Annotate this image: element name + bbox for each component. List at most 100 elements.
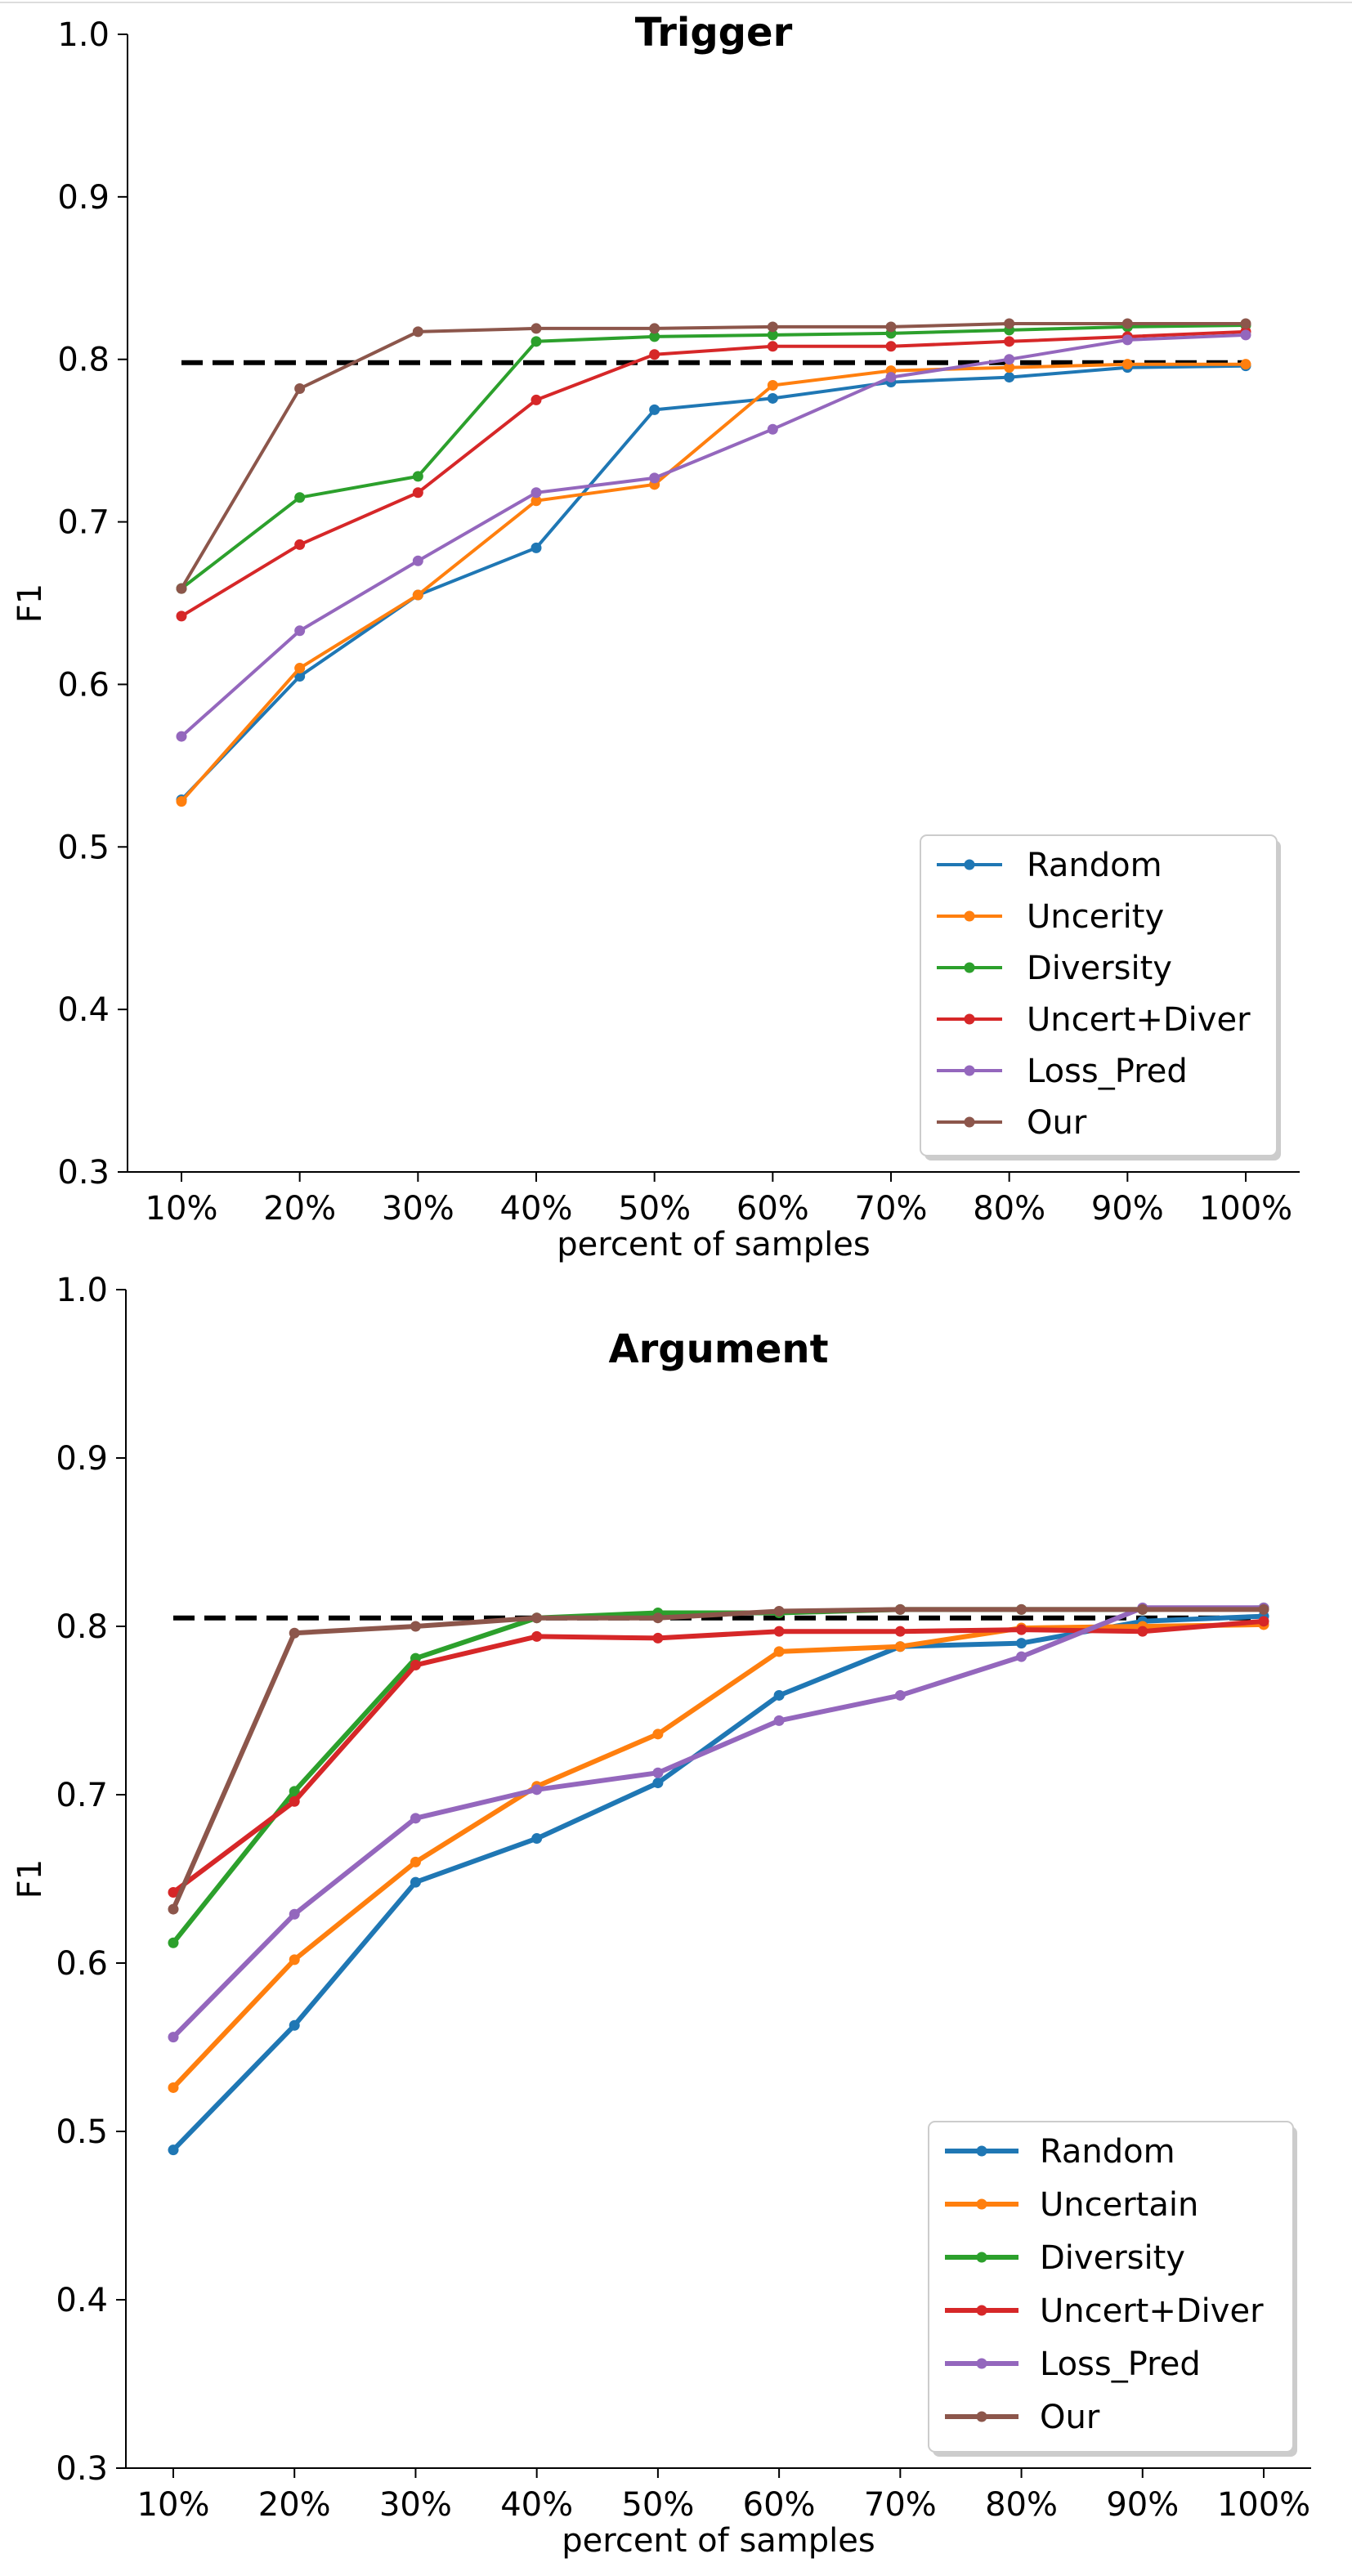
chart0-point-loss-pred <box>767 423 778 435</box>
chart0-point-uncert-diver <box>885 341 897 352</box>
chart1-point-our <box>894 1603 906 1615</box>
chart0-y-tick-label: 1.0 <box>57 16 110 54</box>
chart0-legend-marker-uncerity <box>964 910 975 922</box>
chart1-x-tick-label: 100% <box>1217 2486 1310 2524</box>
chart0-series-line-uncert-diver <box>180 329 1247 618</box>
chart1-point-loss-pred <box>289 1908 300 1920</box>
chart0-series-line-loss-pred <box>180 333 1247 739</box>
chart0-x-tick-label: 10% <box>145 1190 218 1228</box>
chart0-legend-label-uncerity: Uncerity <box>1027 898 1164 936</box>
chart0-point-uncerity <box>767 380 778 391</box>
chart1-point-our <box>773 1605 785 1617</box>
chart0-point-our <box>1240 318 1251 329</box>
chart0-point-loss-pred <box>531 487 542 499</box>
chart0-point-loss-pred <box>649 472 660 484</box>
chart0-series-uncerity <box>176 359 1251 807</box>
chart1-point-uncert-diver <box>1137 1626 1148 1637</box>
chart1-legend-marker-random <box>976 2145 987 2157</box>
chart1-point-loss-pred <box>773 1715 785 1726</box>
chart1-y-tick-label: 1.0 <box>56 1272 108 1309</box>
chart0-point-our <box>412 326 423 338</box>
chart1-point-our <box>289 1627 300 1639</box>
chart1-point-loss-pred <box>652 1767 664 1778</box>
chart0-point-our <box>649 323 660 334</box>
chart1-series-line-diversity <box>171 1605 1266 1946</box>
chart0-legend-marker-random <box>964 859 975 870</box>
chart0-point-uncerity <box>1240 359 1251 370</box>
chart1-series-line-our <box>171 1607 1266 1912</box>
chart0-x-tick-label: 100% <box>1199 1190 1292 1228</box>
chart1-series-uncertain <box>168 1619 1269 2093</box>
chart1-point-random <box>531 1833 543 1845</box>
chart1-point-our <box>410 1621 421 1632</box>
chart1-legend-label-loss-pred: Loss_Pred <box>1040 2346 1201 2383</box>
chart1-point-our <box>1258 1603 1269 1615</box>
chart0-point-uncerity <box>412 589 423 601</box>
chart0-point-diversity <box>294 492 306 503</box>
chart1-legend-box <box>928 2121 1294 2453</box>
chart0-series-line-random <box>180 364 1247 802</box>
chart1-legend-marker-diversity <box>976 2252 987 2263</box>
trigger-chart: 0.3 0.4 0.5 0.6 0.7 0.8 0.9 1.0 10% 20% 30% 40% 50% 6… <box>11 10 1300 1263</box>
chart1-x-tick-label: 80% <box>985 2486 1058 2524</box>
chart1-y-tick-label: 0.3 <box>56 2450 108 2488</box>
chart0-series-line-diversity <box>180 324 1247 591</box>
chart1-point-uncert-diver <box>773 1626 785 1637</box>
chart1-legend-marker-uncert-diver <box>976 2305 987 2316</box>
chart1-legend-label-diversity: Diversity <box>1040 2239 1185 2277</box>
chart0-legend-marker-our <box>964 1116 975 1128</box>
chart0-x-tick-label: 70% <box>855 1190 928 1228</box>
chart0-x-tick-label: 50% <box>618 1190 691 1228</box>
chart0-x-axis-label: percent of samples <box>557 1226 870 1263</box>
chart0-series-line-our <box>180 322 1247 591</box>
chart0-point-our <box>1004 318 1015 329</box>
chart1-point-uncert-diver <box>652 1632 664 1644</box>
chart0-point-random <box>531 542 542 553</box>
chart1-series-line-loss-pred <box>171 1605 1266 2040</box>
chart1-x-tick-label: 10% <box>137 2486 210 2524</box>
chart0-point-uncerity <box>294 663 306 674</box>
chart1-y-tick-label: 0.7 <box>56 1777 108 1814</box>
chart0-y-tick-label: 0.4 <box>57 991 110 1029</box>
chart0-point-diversity <box>412 471 423 482</box>
chart0-point-uncerity <box>531 495 542 507</box>
chart0-legend-label-loss-pred: Loss_Pred <box>1027 1053 1188 1090</box>
chart0-point-our <box>294 383 306 395</box>
chart0-legend-box <box>920 834 1278 1156</box>
chart0-point-loss-pred <box>1240 329 1251 341</box>
chart0-point-diversity <box>767 329 778 341</box>
chart0-point-random <box>767 392 778 404</box>
chart0-point-loss-pred <box>176 731 187 742</box>
chart0-point-diversity <box>649 331 660 342</box>
chart0-y-axis-label: F1 <box>11 584 49 623</box>
chart0-x-tick-label: 60% <box>736 1190 809 1228</box>
chart1-x-tick-label: 40% <box>500 2486 573 2524</box>
chart0-point-random <box>649 404 660 415</box>
chart0-point-our <box>1121 318 1133 329</box>
chart1-point-random <box>773 1689 785 1701</box>
chart0-x-tick-label: 90% <box>1091 1190 1164 1228</box>
chart0-point-our <box>176 583 187 594</box>
chart1-legend-marker-loss-pred <box>976 2358 987 2369</box>
chart0-point-our <box>531 323 542 334</box>
chart1-series-uncert-diver <box>168 1616 1269 1898</box>
chart0-series-uncert-diver <box>176 326 1251 622</box>
chart1-series-our <box>168 1603 1269 1915</box>
chart1-x-tick-label: 50% <box>621 2486 694 2524</box>
chart1-point-uncertain <box>168 2082 179 2093</box>
chart1-point-uncert-diver <box>410 1659 421 1670</box>
chart1-point-loss-pred <box>168 2032 179 2043</box>
chart0-series-our <box>176 318 1251 594</box>
chart0-point-uncert-diver <box>294 539 306 550</box>
chart1-y-tick-label: 0.5 <box>56 2113 108 2151</box>
chart0-point-uncert-diver <box>176 610 187 622</box>
chart1-x-tick-label: 70% <box>864 2486 937 2524</box>
chart0-point-uncerity <box>1121 359 1133 370</box>
chart1-point-our <box>531 1612 543 1624</box>
chart1-legend-marker-uncertain <box>976 2198 987 2210</box>
chart1-point-random <box>168 2144 179 2156</box>
chart1-legend-label-uncertain: Uncertain <box>1040 2186 1198 2224</box>
chart0-legend: Random Uncerity Diversity Uncert+Diver Loss_… <box>920 834 1281 1161</box>
chart1-point-random <box>410 1876 421 1888</box>
